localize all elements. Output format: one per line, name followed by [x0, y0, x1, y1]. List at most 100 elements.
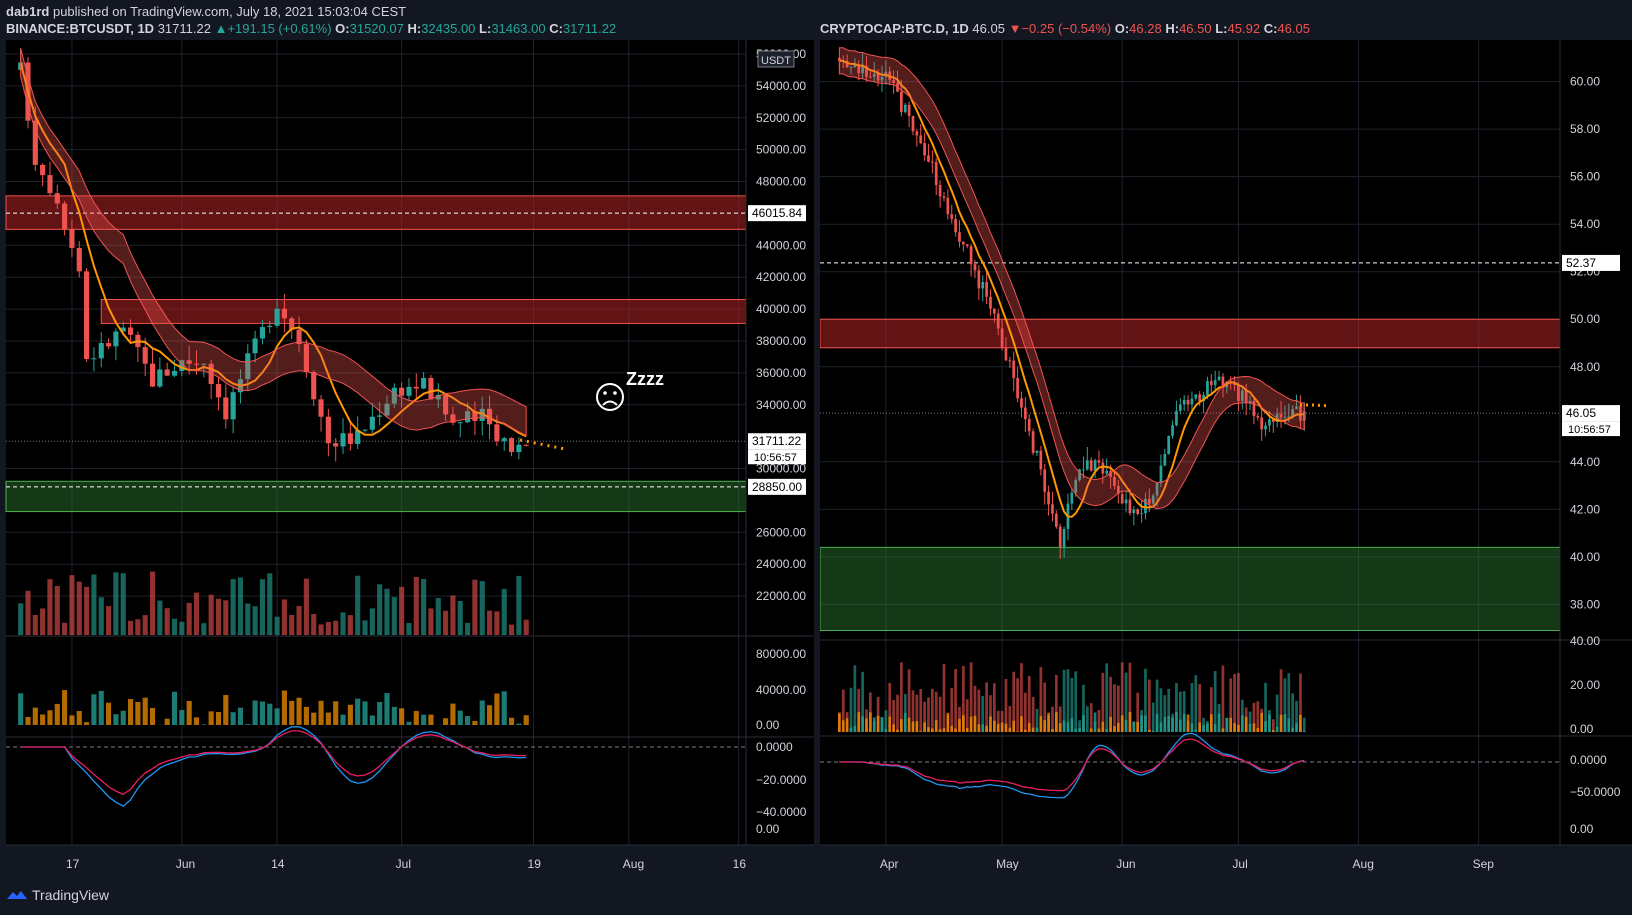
candle-body: [54, 193, 60, 204]
osc-bar: [1264, 721, 1267, 732]
osc-bar: [900, 719, 903, 732]
left-low: 31463.00: [491, 21, 546, 36]
osc-bar: [516, 723, 522, 725]
volume-bar: [76, 581, 82, 635]
left-support-tag-bg: [748, 478, 806, 495]
osc-bar: [1194, 729, 1198, 732]
volume-bar: [1287, 673, 1291, 732]
osc-bar: [84, 722, 90, 725]
osc-bar: [992, 720, 996, 732]
volume-bar: [340, 612, 346, 635]
left-high: 32435.00: [421, 21, 476, 36]
volume-bar: [1035, 708, 1039, 732]
osc-bar: [1047, 712, 1050, 732]
charts-canvas[interactable]: 56000.0054000.0052000.0050000.0048000.00…: [0, 0, 1632, 880]
volume-bar: [472, 579, 478, 635]
candle-body: [377, 415, 383, 417]
right-price-tick: 56.00: [1570, 170, 1600, 184]
volume-bar: [1299, 673, 1302, 732]
candle-body: [1043, 469, 1047, 492]
right-down-arrow-icon: ▼: [1008, 21, 1022, 36]
left-price-tick: 44000.00: [756, 238, 806, 252]
volume-bar: [1144, 668, 1147, 732]
left-osc2-tick: 0.00: [756, 822, 780, 836]
candle-body: [853, 64, 857, 67]
osc-bar: [1031, 727, 1035, 732]
left-moving-average: [19, 62, 527, 438]
candle-body: [880, 76, 884, 81]
osc-bar: [1217, 713, 1221, 732]
volume-bar: [1128, 662, 1132, 732]
candle-body: [1020, 398, 1023, 408]
volume-bar: [164, 608, 170, 635]
osc-bar: [384, 693, 390, 725]
osc-bar: [1116, 722, 1120, 732]
volume-bar: [927, 697, 930, 732]
candle-body: [76, 247, 82, 272]
volume-bar: [25, 590, 31, 635]
osc-bar: [1089, 728, 1093, 732]
volume-bar: [1120, 662, 1124, 732]
candle-body: [911, 115, 915, 132]
osc-bar: [106, 702, 112, 725]
osc-bar: [923, 722, 926, 732]
volume-bar: [1198, 683, 1202, 732]
osc-bar: [1020, 716, 1023, 732]
candle-body: [892, 79, 895, 84]
osc-bar: [318, 700, 324, 725]
candle-body: [1105, 470, 1109, 474]
left-symbol[interactable]: BINANCE:BTCUSDT, 1D: [6, 21, 155, 36]
osc-bar: [1124, 720, 1128, 732]
osc-bar: [1105, 729, 1109, 732]
volume-bar: [841, 689, 845, 732]
candle-body: [501, 438, 507, 442]
candle-body: [428, 378, 434, 400]
volume-bar: [18, 603, 24, 635]
candle-body: [849, 66, 853, 68]
right-resistance-tag-bg: [1562, 254, 1620, 271]
candle-body: [938, 184, 942, 197]
osc-bar: [1144, 715, 1147, 732]
volume-bar: [479, 581, 485, 635]
candle-body: [1217, 376, 1221, 381]
candle-body: [872, 73, 876, 77]
candle-body: [1051, 504, 1054, 514]
candle-body: [923, 143, 926, 156]
candle-body: [1062, 529, 1066, 547]
candle-body: [915, 131, 919, 136]
volume-bar: [1271, 719, 1275, 732]
osc-bar: [1000, 722, 1004, 732]
candle-body: [1093, 460, 1097, 471]
osc-bar: [911, 721, 915, 732]
candle-body: [1233, 383, 1236, 385]
right-price-tick: 58.00: [1570, 122, 1600, 136]
osc-bar: [76, 710, 82, 725]
candle-body: [149, 363, 156, 387]
right-change: −0.25 (−0.54%): [1021, 21, 1112, 36]
candle-body: [973, 264, 977, 271]
volume-bar: [1051, 706, 1054, 732]
volume-bar: [355, 575, 361, 635]
left-up-arrow-icon: ▲: [214, 21, 228, 36]
volume-bar: [1136, 692, 1140, 732]
osc-bar: [1171, 717, 1174, 732]
volume-bar: [1178, 691, 1182, 732]
candle-body: [1221, 376, 1225, 388]
right-symbol[interactable]: CRYPTOCAP:BTC.D, 1D: [820, 21, 969, 36]
candle-body: [1047, 491, 1050, 505]
tradingview-brand[interactable]: TradingView: [6, 887, 109, 903]
author-name[interactable]: dab1rd: [6, 4, 50, 19]
right-price-tag-bg: [1562, 405, 1620, 422]
osc-bar: [1039, 715, 1043, 732]
candle-body: [927, 155, 930, 162]
left-price-tick: 42000.00: [756, 270, 806, 284]
candle-body: [1128, 499, 1132, 514]
osc-bar: [69, 715, 75, 725]
left-osc1-tick: 0.00: [756, 718, 780, 732]
volume-bar: [861, 671, 864, 732]
volume-bar: [1058, 706, 1062, 732]
volume-bar: [1264, 682, 1267, 732]
right-osc2-tick: 0.0000: [1570, 753, 1607, 767]
osc-bar: [1163, 717, 1167, 732]
candle-body: [1287, 416, 1291, 418]
